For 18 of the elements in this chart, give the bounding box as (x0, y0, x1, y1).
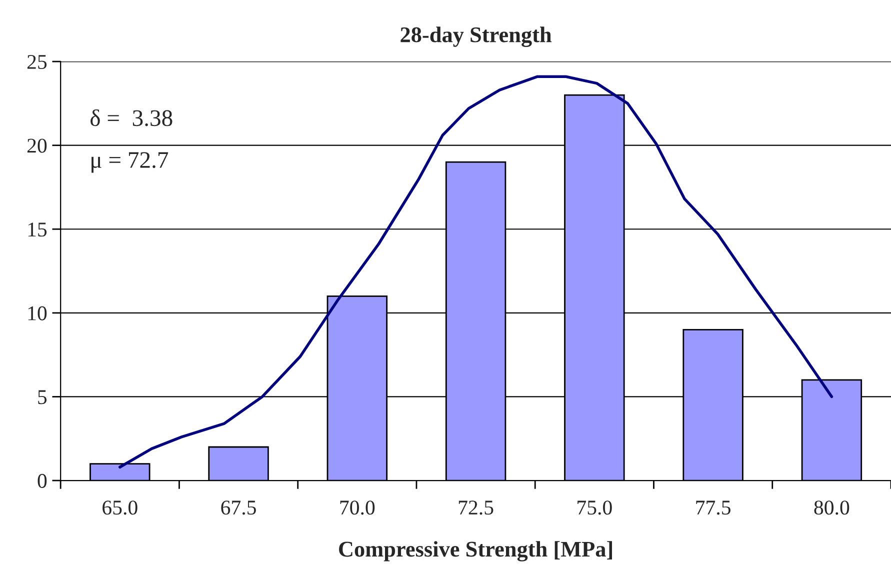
x-tick-label: 77.5 (696, 500, 730, 515)
line-series (118, 75, 834, 468)
annotation: δ = 3.38 (90, 109, 172, 126)
x-tick-label: 72.5 (458, 500, 494, 515)
x-tick-label: 70.0 (340, 500, 375, 515)
x-tick-label: 80.0 (814, 500, 850, 515)
x-tick-label: 67.5 (221, 500, 256, 515)
y-tick-label: 10 (28, 306, 47, 320)
x-axis-title: Compressive Strength [MPa] (339, 541, 612, 562)
y-tick-label: 5 (38, 390, 47, 404)
x-tick-label: 75.0 (578, 500, 612, 515)
y-tick-label: 0 (38, 474, 47, 488)
y-tick-label: 25 (27, 54, 47, 69)
annotation: μ = 72.7 (92, 152, 168, 173)
y-tick-label: 15 (28, 222, 47, 237)
y-tick-label: 20 (27, 138, 47, 153)
x-tick-label: 65.0 (102, 500, 138, 515)
chart-title: 28-day Strength (400, 26, 552, 47)
